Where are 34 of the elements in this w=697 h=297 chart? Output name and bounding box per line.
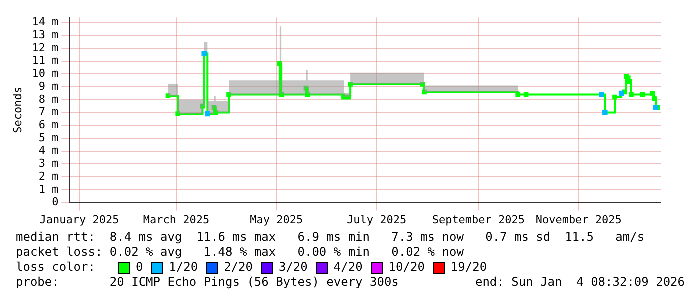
y-tick-label: 6 m xyxy=(38,118,60,132)
y-tick-label: 11 m xyxy=(32,54,60,68)
x-tick-label: March 2025 xyxy=(143,213,210,226)
y-tick-label: 14 m xyxy=(32,16,60,29)
legend-label: 19/20 xyxy=(450,260,488,275)
legend-label: 4/20 xyxy=(334,260,363,275)
y-tick-label: 1 m xyxy=(38,182,60,196)
y-tick-label: 4 m xyxy=(38,144,60,158)
text: median rtt: 8.4 ms avg 11.6 ms max 6.9 ms min 7.3 ms now 0.7 ms sd 11.5 am/s xyxy=(16,230,646,245)
x-tick-label: May 2025 xyxy=(250,213,304,226)
legend-label: 1/20 xyxy=(169,260,198,275)
y-tick-label: 10 m xyxy=(32,67,60,80)
y-tick-label: 12 m xyxy=(32,41,60,54)
text: end: Sun Jan 4 08:32:09 2026 xyxy=(475,275,685,290)
legend-label: 2/20 xyxy=(224,260,253,275)
y-axis-title: Seconds xyxy=(11,87,24,134)
y-tick-label: 5 m xyxy=(38,131,60,144)
y-tick-label: 2 m xyxy=(38,170,60,183)
text: probe: 20 ICMP Echo Pings (56 Bytes) every 300s xyxy=(16,275,399,290)
x-tick-label: July 2025 xyxy=(347,213,407,226)
x-tick-label: November 2025 xyxy=(536,213,622,226)
legend-title: loss color: xyxy=(16,260,96,275)
legend-label: 10/20 xyxy=(388,260,425,275)
x-tick-label: September 2025 xyxy=(432,213,526,226)
y-tick-label: 3 m xyxy=(38,157,60,170)
legend-label: 3/20 xyxy=(278,260,308,275)
legend-label: 0 xyxy=(136,260,144,275)
x-tick-label: January 2025 xyxy=(40,213,120,226)
text: packet loss: 0.02 % avg 1.48 % max 0.00 % min 0.02 % now xyxy=(16,245,465,260)
y-tick-label: 8 m xyxy=(38,92,60,106)
y-tick-label: 0 xyxy=(52,196,59,209)
y-tick-label: 13 m xyxy=(32,28,60,42)
y-tick-label: 7 m xyxy=(38,106,60,119)
y-tick-label: 9 m xyxy=(38,80,60,93)
